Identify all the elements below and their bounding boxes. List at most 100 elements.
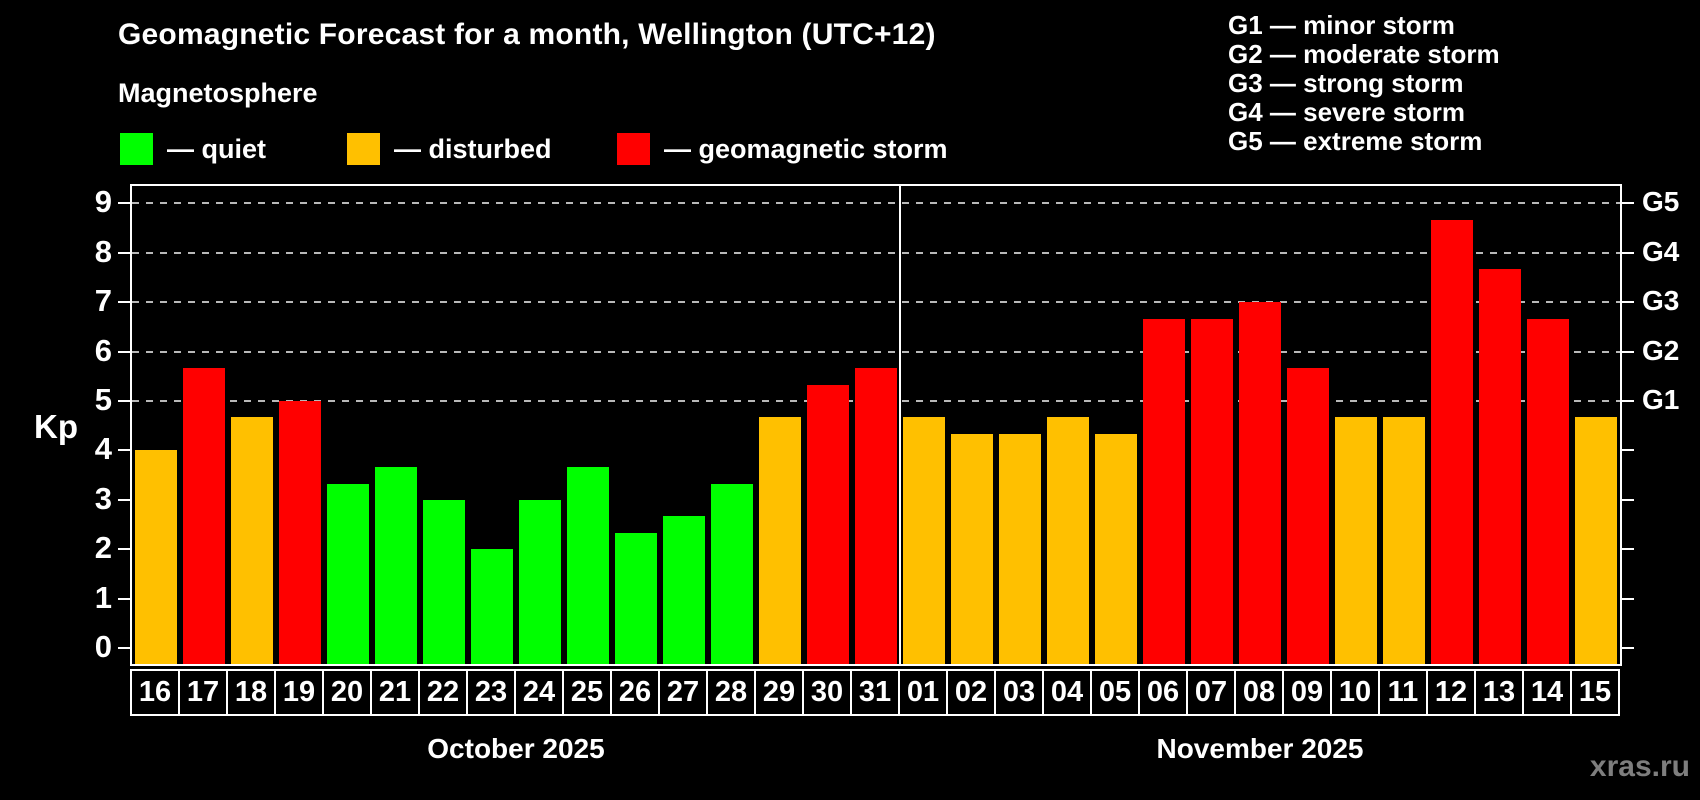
y-axis-tick-label: 9 xyxy=(94,184,112,220)
date-cell: 12 xyxy=(1426,669,1476,716)
kp-bar xyxy=(1431,219,1473,664)
y-axis-tick xyxy=(118,350,130,353)
kp-bar xyxy=(279,401,321,664)
kp-bar xyxy=(135,450,177,664)
right-axis-tick xyxy=(1622,498,1634,501)
gridline-7 xyxy=(132,301,1620,304)
storm-scale-legend-line: G5 — extreme storm xyxy=(1228,126,1483,156)
kp-bar xyxy=(183,367,225,664)
date-cell: 11 xyxy=(1378,669,1428,716)
date-cell: 15 xyxy=(1570,669,1620,716)
quiet-color-swatch-icon xyxy=(120,133,153,165)
legend-label-storm: — geomagnetic storm xyxy=(664,133,948,164)
storm-scale-legend: G1 — minor storm G2 — moderate storm G3 … xyxy=(1228,11,1500,156)
y-axis-tick-label: 2 xyxy=(94,530,112,566)
y-axis-tick-label: 0 xyxy=(94,629,112,664)
g-level-label-G1: G1 xyxy=(1642,384,1680,415)
month-separator xyxy=(899,186,901,664)
date-cell: 01 xyxy=(898,669,948,716)
y-axis-tick-label: 6 xyxy=(94,332,112,368)
kp-bar xyxy=(1095,434,1137,664)
right-axis-tick xyxy=(1622,548,1634,551)
page-title: Geomagnetic Forecast for a month, Wellin… xyxy=(118,18,936,51)
date-cell: 04 xyxy=(1042,669,1092,716)
watermark: xras.ru xyxy=(1589,750,1690,783)
disturbed-color-swatch-icon xyxy=(347,133,380,165)
kp-bar xyxy=(807,384,849,664)
date-cell: 20 xyxy=(322,669,372,716)
right-axis-tick xyxy=(1622,251,1634,254)
date-cell: 06 xyxy=(1138,669,1188,716)
date-cell: 24 xyxy=(514,669,564,716)
y-axis-tick xyxy=(118,251,130,254)
date-cell: 17 xyxy=(178,669,228,716)
kp-bar xyxy=(1479,269,1521,664)
kp-bar xyxy=(231,417,273,664)
date-cell: 08 xyxy=(1234,669,1284,716)
legend-label-disturbed: — disturbed xyxy=(394,133,552,164)
date-cell: 31 xyxy=(850,669,900,716)
kp-bar xyxy=(999,434,1041,664)
right-axis-tick xyxy=(1622,597,1634,600)
y-axis-tick-label: 3 xyxy=(94,480,112,516)
right-axis-tick xyxy=(1622,449,1634,452)
right-axis-tick xyxy=(1622,301,1634,304)
storm-scale-legend-line: G3 — strong storm xyxy=(1228,68,1464,98)
storm-scale-legend-line: G1 — minor storm xyxy=(1228,10,1455,40)
date-cell: 16 xyxy=(130,669,180,716)
date-cell: 07 xyxy=(1186,669,1236,716)
y-axis-tick-label: 1 xyxy=(94,579,112,615)
kp-bar xyxy=(1383,417,1425,664)
date-cell: 09 xyxy=(1282,669,1332,716)
date-cell: 14 xyxy=(1522,669,1572,716)
g-level-label-G3: G3 xyxy=(1642,285,1680,317)
y-axis-tick xyxy=(118,597,130,600)
kp-bar xyxy=(759,417,801,664)
right-axis-tick xyxy=(1622,400,1634,402)
legend-label-quiet: — quiet xyxy=(167,133,266,164)
legend-item-disturbed: — disturbed xyxy=(347,132,552,166)
kp-bar xyxy=(855,367,897,664)
storm-scale-legend-line: G2 — moderate storm xyxy=(1228,39,1500,69)
y-axis-tick-label: 4 xyxy=(94,431,112,467)
right-axis-tick xyxy=(1622,350,1634,353)
kp-bar xyxy=(1143,318,1185,664)
date-cell: 02 xyxy=(946,669,996,716)
kp-bar xyxy=(1527,318,1569,664)
month-label-october: October 2025 xyxy=(427,733,605,764)
y-axis-tick xyxy=(118,449,130,452)
date-cell: 27 xyxy=(658,669,708,716)
date-cell: 25 xyxy=(562,669,612,716)
kp-bar xyxy=(1287,367,1329,664)
month-label-november: November 2025 xyxy=(1156,733,1364,764)
kp-bar xyxy=(711,483,753,664)
kp-bar xyxy=(519,499,561,664)
date-cell: 22 xyxy=(418,669,468,716)
y-axis-tick xyxy=(118,498,130,501)
date-cell: 21 xyxy=(370,669,420,716)
kp-bar xyxy=(1575,417,1617,664)
date-cell: 18 xyxy=(226,669,276,716)
legend-item-storm: — geomagnetic storm xyxy=(617,132,948,166)
g-level-label-G4: G4 xyxy=(1642,235,1680,267)
date-cell: 05 xyxy=(1090,669,1140,716)
y-axis-tick-label: 7 xyxy=(94,283,112,319)
y-axis-tick xyxy=(118,400,130,402)
kp-bar xyxy=(1239,302,1281,664)
date-cell: 13 xyxy=(1474,669,1524,716)
date-cell: 19 xyxy=(274,669,324,716)
y-axis-tick xyxy=(118,202,130,205)
kp-bar xyxy=(567,466,609,664)
kp-bar xyxy=(471,549,513,664)
y-axis-tick xyxy=(118,647,130,649)
g-level-label-G2: G2 xyxy=(1642,334,1680,366)
right-axis-tick xyxy=(1622,647,1634,649)
date-cell: 03 xyxy=(994,669,1044,716)
date-cell: 30 xyxy=(802,669,852,716)
storm-color-swatch-icon xyxy=(617,133,650,165)
y-axis-tick xyxy=(118,548,130,551)
storm-scale-legend-line: G4 — severe storm xyxy=(1228,97,1466,127)
date-cell: 23 xyxy=(466,669,516,716)
kp-bar xyxy=(663,516,705,664)
